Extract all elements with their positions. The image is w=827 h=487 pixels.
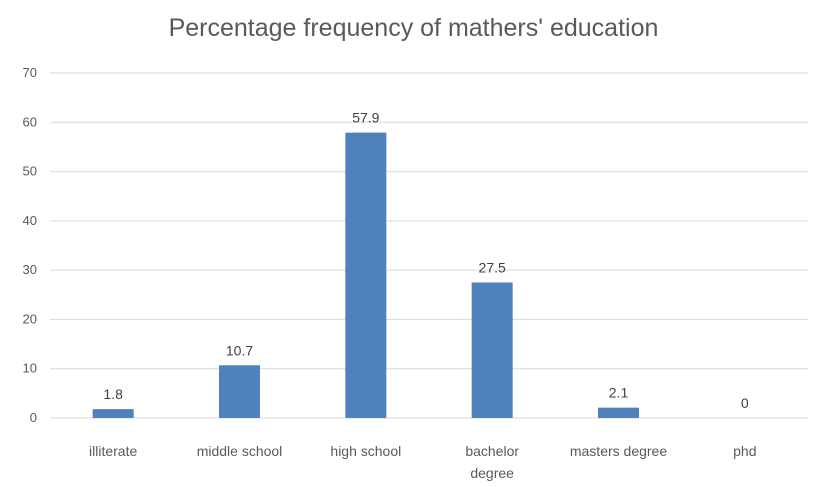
x-category-label-line: high school bbox=[330, 443, 401, 459]
y-tick-label: 40 bbox=[23, 213, 37, 228]
bar bbox=[598, 407, 639, 418]
bar bbox=[219, 365, 260, 418]
x-category-label-line: middle school bbox=[197, 443, 283, 459]
x-category-label: middle school bbox=[197, 443, 283, 459]
x-category-label: high school bbox=[330, 443, 401, 459]
bar bbox=[92, 409, 134, 418]
gridlines bbox=[50, 72, 808, 419]
data-labels: 1.8 10.7 57.9 27.5 2.1 0 bbox=[103, 110, 749, 411]
chart-title: Percentage frequency of mathers' educati… bbox=[168, 14, 659, 42]
y-tick-label: 10 bbox=[23, 361, 37, 376]
bar bbox=[471, 282, 513, 418]
y-tick-label: 50 bbox=[23, 164, 37, 179]
data-label: 1.8 bbox=[103, 386, 123, 402]
x-axis-category-labels: illiterate middle school high school bachel… bbox=[89, 443, 756, 481]
y-axis-tick-labels: 0 10 20 30 40 50 60 70 bbox=[23, 65, 37, 425]
y-tick-label: 70 bbox=[23, 65, 37, 80]
x-category-label-line: bachelor bbox=[465, 443, 519, 459]
x-category-label-line: degree bbox=[470, 465, 514, 481]
data-label: 27.5 bbox=[479, 259, 506, 275]
x-category-label: bachelor degree bbox=[465, 443, 519, 481]
bar bbox=[345, 132, 387, 418]
x-category-label: phd bbox=[733, 443, 756, 459]
data-label: 2.1 bbox=[609, 385, 629, 401]
data-label: 0 bbox=[741, 395, 749, 411]
x-category-label: masters degree bbox=[570, 443, 667, 459]
y-tick-label: 60 bbox=[23, 114, 37, 129]
data-label: 10.7 bbox=[226, 342, 253, 358]
x-category-label-line: masters degree bbox=[570, 443, 667, 459]
x-category-label: illiterate bbox=[89, 443, 137, 459]
x-category-label-line: illiterate bbox=[89, 443, 137, 459]
data-label: 57.9 bbox=[352, 110, 379, 126]
y-tick-label: 30 bbox=[23, 262, 37, 277]
bars bbox=[92, 132, 639, 418]
x-category-label-line: phd bbox=[733, 443, 756, 459]
y-tick-label: 0 bbox=[30, 410, 37, 425]
y-tick-label: 20 bbox=[23, 311, 37, 326]
